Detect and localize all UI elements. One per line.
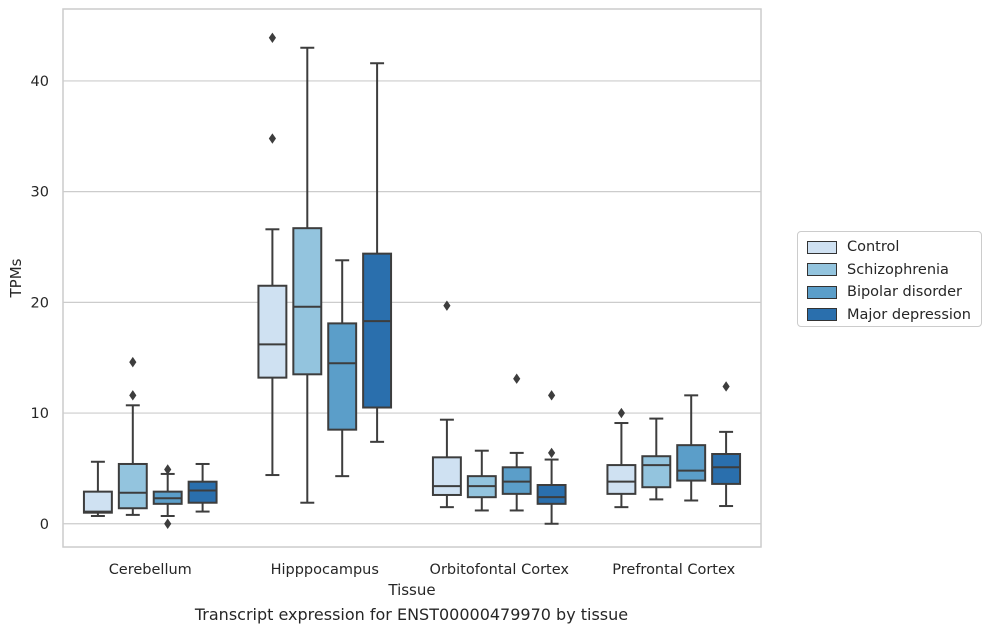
box-body: [187, 480, 218, 504]
x-tick-label: Hipppocampus: [271, 562, 379, 578]
x-tick-labels: Cerebellum Hipppocampus Orbitofontal Corte…: [109, 562, 736, 578]
legend-swatch: [807, 240, 837, 254]
box-hipppocampus-control: [257, 32, 288, 477]
outlier-point: [129, 356, 137, 368]
box-cerebellum-bipolar-disorder: [152, 464, 183, 529]
outlier-point: [164, 518, 172, 529]
outlier-point: [548, 390, 556, 401]
y-tick-label: 40: [31, 74, 49, 90]
box-cerebellum-major-depression: [187, 462, 218, 513]
y-axis-label: TPMs: [7, 258, 25, 298]
box-hipppocampus-bipolar-disorder: [327, 259, 358, 478]
legend-item: Schizophrenia: [804, 259, 975, 282]
box-body: [431, 456, 462, 496]
x-axis-label: Tissue: [387, 581, 435, 599]
legend-label: Bipolar disorder: [847, 284, 962, 301]
box-orbitofontal-cortex-schizophrenia: [466, 449, 497, 512]
box-orbitofontal-cortex-control: [431, 300, 462, 509]
outlier-point: [268, 133, 276, 144]
outlier-point: [513, 373, 521, 384]
x-tick-label: Cerebellum: [109, 562, 192, 578]
box-hipppocampus-schizophrenia: [292, 46, 323, 504]
box-prefrontal-cortex-bipolar-disorder: [676, 394, 707, 502]
box-orbitofontal-cortex-major-depression: [536, 390, 567, 525]
box-cerebellum-control: [82, 460, 113, 518]
box-body: [711, 453, 742, 485]
box-body: [82, 490, 113, 514]
legend-item: Control: [804, 236, 975, 259]
box-hipppocampus-major-depression: [362, 62, 393, 443]
legend-label: Schizophrenia: [847, 261, 949, 278]
box-body: [606, 464, 637, 495]
box-body: [292, 227, 323, 376]
box-body: [327, 322, 358, 431]
box-body: [362, 252, 393, 409]
box-prefrontal-cortex-schizophrenia: [641, 417, 672, 501]
y-tick-label: 10: [31, 406, 49, 422]
outlier-point: [722, 381, 730, 392]
legend-item: Major depression: [804, 304, 975, 327]
box-body: [117, 462, 148, 510]
outlier-point: [129, 390, 137, 401]
x-tick-label: Orbitofontal Cortex: [430, 562, 570, 578]
gridlines: [63, 80, 761, 525]
legend-item: Bipolar disorder: [804, 281, 975, 304]
outlier-point: [548, 447, 556, 459]
box-cerebellum-schizophrenia: [117, 356, 148, 516]
outlier-point: [164, 464, 172, 475]
boxes: [82, 32, 742, 529]
y-tick-label: 20: [31, 295, 49, 311]
box-body: [501, 466, 532, 495]
legend: Control Schizophrenia Bipolar disorder M…: [797, 231, 982, 327]
box-body: [641, 455, 672, 489]
box-prefrontal-cortex-major-depression: [711, 381, 742, 508]
legend-label: Major depression: [847, 306, 971, 323]
y-tick-label: 30: [31, 185, 49, 201]
legend-swatch: [807, 308, 837, 322]
box-prefrontal-cortex-control: [606, 407, 637, 509]
legend-swatch: [807, 263, 837, 277]
outlier-point: [268, 32, 276, 43]
box-body: [676, 444, 707, 482]
outlier-point: [443, 300, 451, 311]
legend-swatch: [807, 285, 837, 299]
outlier-point: [617, 407, 625, 419]
legend-label: Control: [847, 239, 900, 256]
box-body: [536, 484, 567, 505]
box-orbitofontal-cortex-bipolar-disorder: [501, 373, 532, 512]
plot-frame: [62, 8, 762, 548]
y-tick-labels: 0 10 20 30 40: [31, 74, 49, 533]
box-body: [257, 284, 288, 379]
figure-caption: Transcript expression for ENST0000047997…: [194, 605, 629, 624]
x-tick-label: Prefrontal Cortex: [612, 562, 735, 578]
y-tick-label: 0: [40, 517, 49, 533]
